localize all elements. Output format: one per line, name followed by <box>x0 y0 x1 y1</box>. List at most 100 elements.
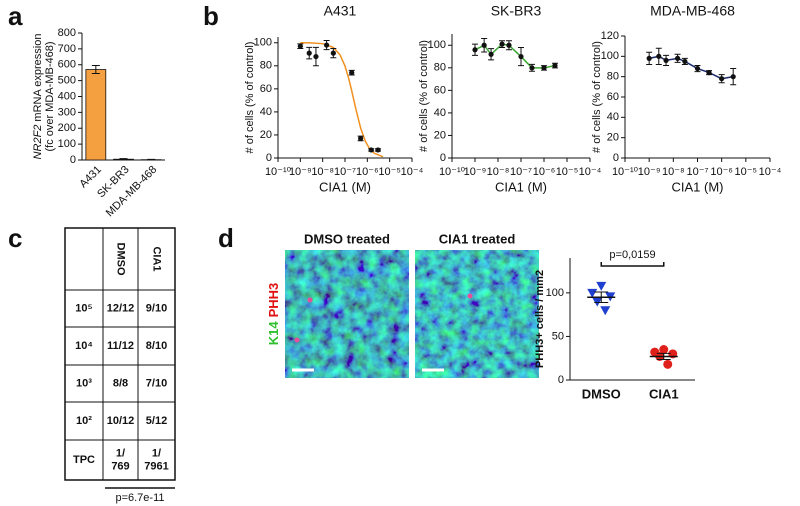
y-tick-label: 50 <box>552 330 564 342</box>
data-point <box>682 58 688 65</box>
y-tick-label: 100 <box>428 39 446 51</box>
stain-label: K14 PHH3 <box>266 283 281 346</box>
data-point <box>472 47 478 53</box>
y-tick-label: 40 <box>434 107 446 119</box>
y-tick-label: 20 <box>434 129 446 141</box>
table-cell: 10² <box>76 415 92 427</box>
sem-bar <box>656 352 671 361</box>
micrograph <box>415 250 539 378</box>
micrograph <box>285 250 409 378</box>
table-cell: 12/12 <box>107 302 135 314</box>
cell-highlight <box>307 297 313 303</box>
data-point <box>541 65 547 71</box>
data-point <box>488 51 494 57</box>
data-point <box>663 359 673 369</box>
x-tick-label: 10⁻⁸ <box>311 166 334 178</box>
x-tick-label: 10⁻⁵ <box>378 166 401 178</box>
error-bar <box>91 65 100 74</box>
table-footer: p=6.7e-11 <box>115 492 164 504</box>
x-tick-label: 10⁻⁹ <box>289 166 312 178</box>
table-header: CIA1 <box>151 246 163 271</box>
chart-title: MDA-MB-468 <box>650 3 735 19</box>
annotation: p=0,0159 <box>609 249 655 261</box>
data-point <box>730 74 736 80</box>
table-cell: 11/12 <box>107 340 134 352</box>
cell-highlight <box>467 293 473 299</box>
data-point <box>656 53 662 59</box>
y-axis-title-gene: NR2F2 <box>32 125 44 160</box>
table-cell: 5/12 <box>146 415 167 427</box>
table-header: DMSO <box>115 243 127 276</box>
panel-label: a <box>8 1 23 31</box>
data-line <box>474 43 556 69</box>
y-tick-label: 100 <box>546 287 564 299</box>
x-axis-title: CIA1 (M) <box>672 179 724 194</box>
x-tick-label: 10⁻⁷ <box>686 166 708 178</box>
x-tick-label: 10⁻¹⁰ <box>612 166 639 178</box>
data-point <box>587 288 598 298</box>
table-cell: 10³ <box>76 377 92 389</box>
error-bar <box>147 158 156 161</box>
table-cell: 8/10 <box>146 340 167 352</box>
table-cell: 9/10 <box>146 302 167 314</box>
y-tick-label: 80 <box>260 60 272 72</box>
data-point <box>481 42 487 48</box>
data-point <box>674 55 681 61</box>
x-tick-label: 10⁻⁶ <box>533 166 556 178</box>
data-point <box>349 70 355 76</box>
image-title: DMSO treated <box>304 231 390 246</box>
data-point <box>552 62 558 69</box>
panel-label: d <box>218 223 234 253</box>
y-tick-label: 60 <box>434 84 446 96</box>
panel-label: b <box>203 1 219 31</box>
x-tick-label: 10⁻¹⁰ <box>265 166 292 178</box>
panel-label: c <box>8 223 22 253</box>
table-cell: 7/10 <box>146 377 167 389</box>
error-bar <box>119 158 128 161</box>
data-point <box>306 50 312 56</box>
x-tick-label: 10⁻⁹ <box>464 166 487 178</box>
y-tick-label: 80 <box>434 62 446 74</box>
table-border <box>64 227 176 481</box>
significance-bracket <box>600 262 665 267</box>
data-point <box>646 55 652 61</box>
x-tick-label: CIA1 <box>649 386 679 401</box>
bar <box>85 69 107 161</box>
table-cell: 10⁵ <box>75 302 92 314</box>
x-tick-label: 10⁻⁴ <box>401 166 424 178</box>
x-tick-label: 10⁻⁴ <box>579 166 602 178</box>
table-cell: 8/8 <box>113 377 128 389</box>
table-cell: 1/ <box>116 447 125 459</box>
y-tick-label: 100 <box>58 138 76 150</box>
y-axis-title: # of cells (% of control) <box>244 42 256 154</box>
x-tick-label: 10⁻⁴ <box>759 166 782 178</box>
data-point <box>694 65 701 72</box>
data-point <box>659 345 669 354</box>
y-tick-label: 300 <box>58 106 76 118</box>
data-point <box>330 50 336 56</box>
data-line <box>649 55 734 80</box>
y-axis-title: # of cells (% of control) <box>591 41 603 153</box>
chart-title: SK-BR3 <box>491 3 542 19</box>
y-axis-title: (fc over MDA-MB-468) <box>44 41 56 151</box>
data-point <box>600 306 611 316</box>
table-cell: 7961 <box>144 460 168 472</box>
y-tick-label: 700 <box>58 43 76 55</box>
table-cell: 10⁴ <box>75 340 93 352</box>
y-tick-label: 40 <box>607 111 619 123</box>
x-tick-label: 10⁻⁷ <box>334 166 356 178</box>
y-tick-label: 120 <box>601 30 619 42</box>
y-tick-label: 40 <box>260 106 272 118</box>
data-point <box>518 53 524 60</box>
data-point <box>499 41 505 47</box>
data-point <box>297 43 303 49</box>
y-tick-label: 100 <box>254 37 272 49</box>
data-point <box>529 65 535 71</box>
x-tick-label: 10⁻⁶ <box>356 166 379 178</box>
data-point <box>506 42 512 48</box>
data-point <box>323 42 330 48</box>
data-point <box>313 53 319 60</box>
x-tick-label: 10⁻⁸ <box>487 166 510 178</box>
y-tick-label: 80 <box>607 71 619 83</box>
